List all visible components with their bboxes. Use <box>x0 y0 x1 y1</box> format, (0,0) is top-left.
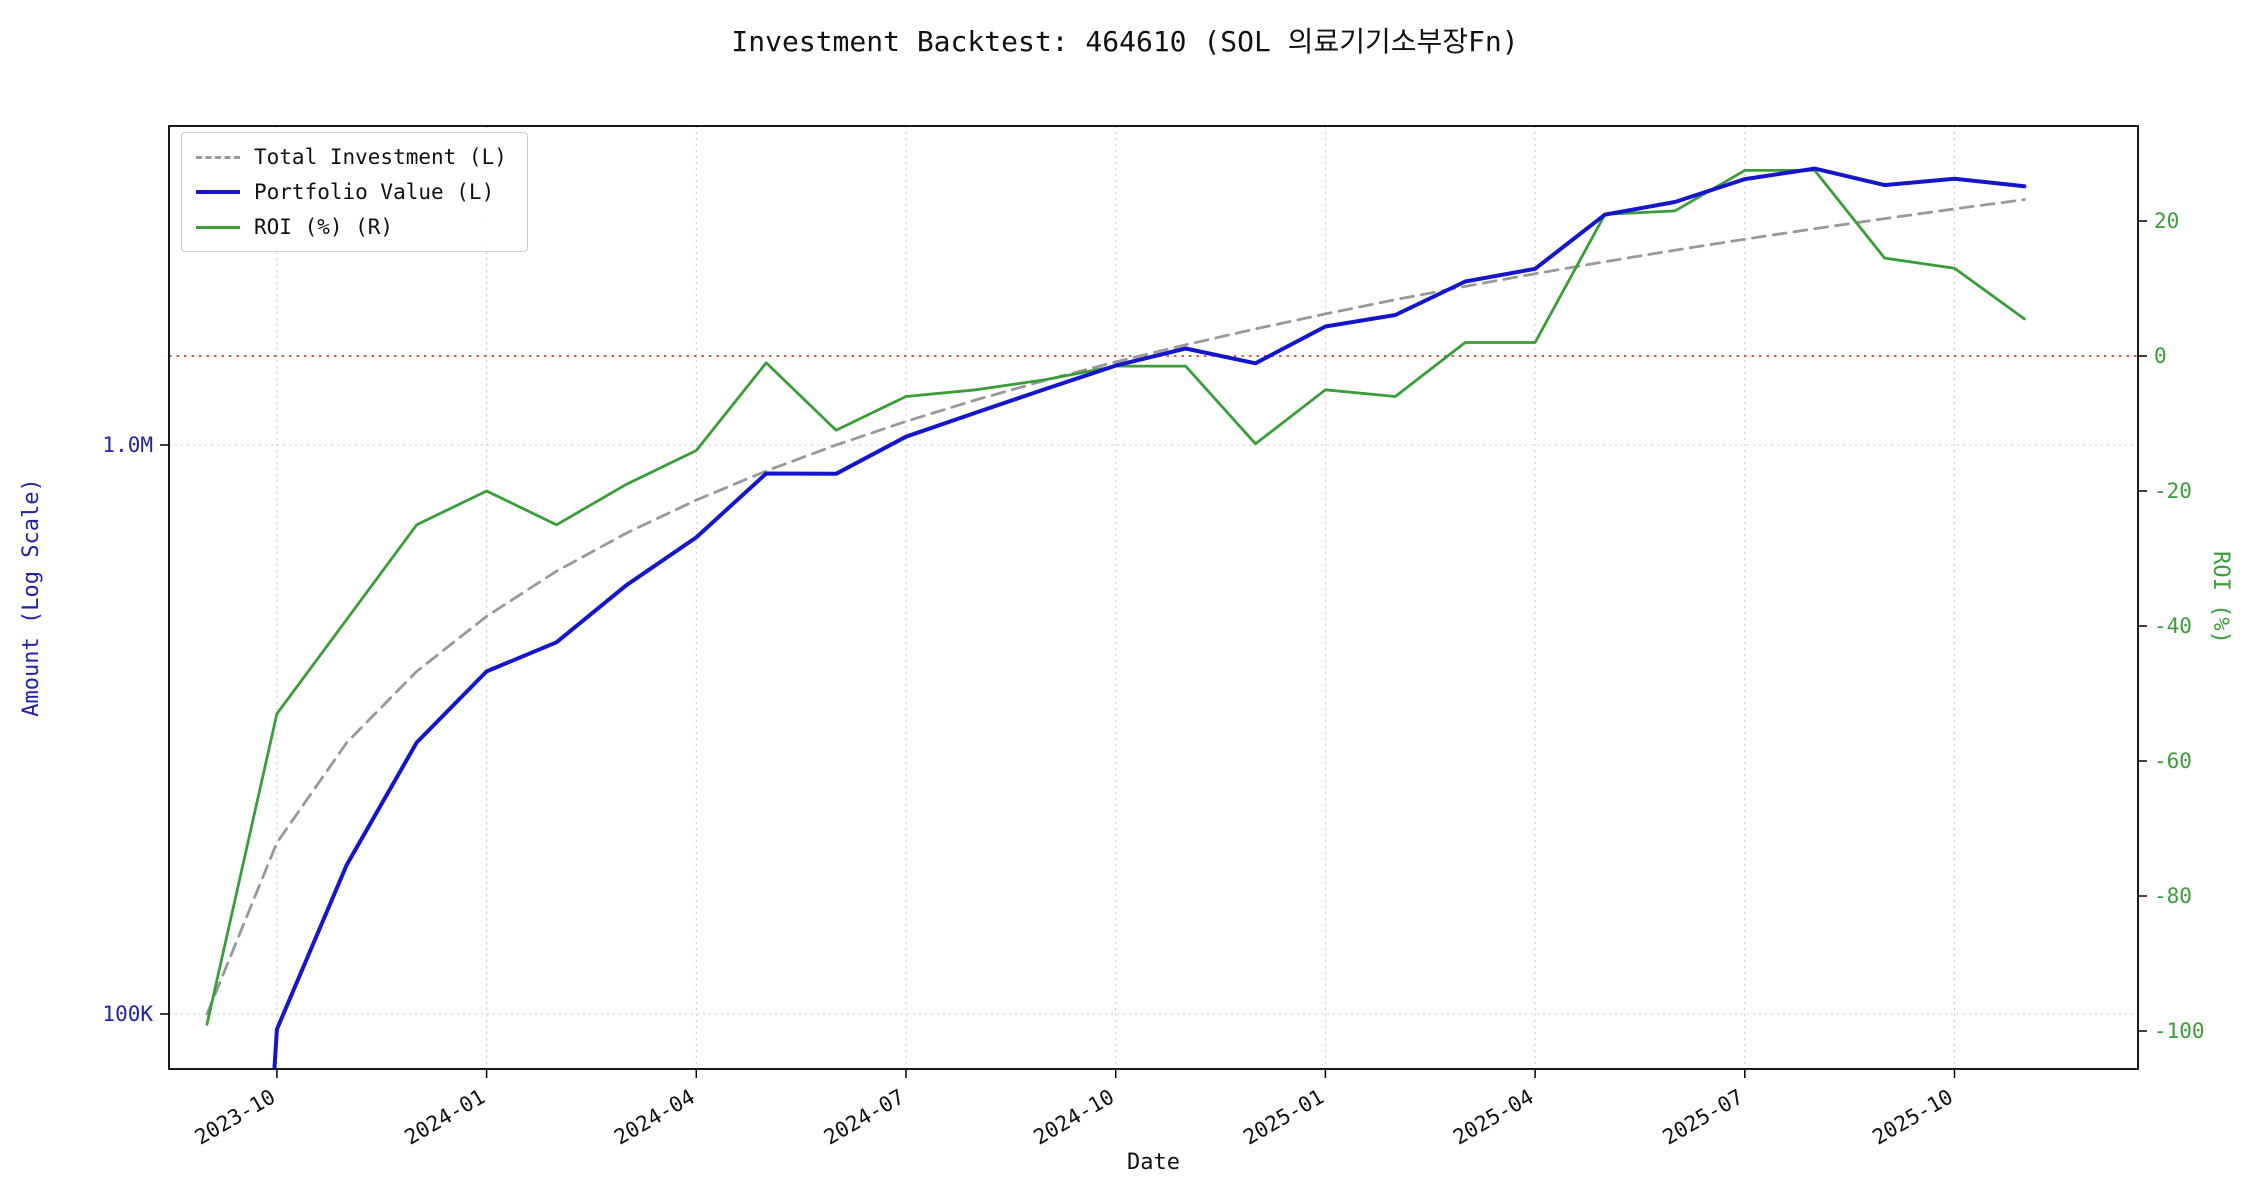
y-left-axis-label: Amount (Log Scale) <box>19 478 44 716</box>
series-group <box>205 166 2027 1069</box>
x-tick-label-2025-10: 2025-10 <box>1868 1085 1957 1150</box>
legend-swatch-green-line <box>196 225 240 229</box>
legend: Total Investment (L) Portfolio Value (L)… <box>181 132 528 252</box>
y-left-tick-label-1.0M: 1.0M <box>102 433 153 457</box>
chart-title: Investment Backtest: 464610 (SOL 의료기기소부장… <box>731 25 1519 58</box>
series-line-roi <box>205 168 2026 1026</box>
x-tick-label-2025-07: 2025-07 <box>1659 1085 1748 1150</box>
y-right-tick-label--80: -80 <box>2154 884 2192 908</box>
axes-frame <box>168 125 2139 1070</box>
x-tick-label-2024-07: 2024-07 <box>820 1085 909 1150</box>
legend-item-portfolio-value: Portfolio Value (L) <box>196 180 507 204</box>
x-tick-label-2024-04: 2024-04 <box>610 1085 699 1150</box>
y-right-tick-label--20: -20 <box>2154 479 2192 503</box>
legend-label-portfolio-value: Portfolio Value (L) <box>254 180 495 204</box>
series-line-total-investment <box>205 198 2026 1016</box>
x-tick-label-2024-10: 2024-10 <box>1030 1085 1119 1150</box>
x-tick-label-2025-01: 2025-01 <box>1239 1085 1328 1150</box>
legend-swatch-blue-line <box>196 190 240 194</box>
series-line-portfolio-value <box>272 166 2027 1069</box>
x-tick-label-2025-04: 2025-04 <box>1449 1085 1538 1150</box>
y-right-tick-label-0: 0 <box>2154 344 2167 368</box>
legend-item-total-investment: Total Investment (L) <box>196 145 507 169</box>
legend-label-roi: ROI (%) (R) <box>254 215 394 239</box>
y-right-tick-label--100: -100 <box>2154 1019 2205 1043</box>
x-tick-label-2024-01: 2024-01 <box>400 1085 489 1150</box>
legend-label-total-investment: Total Investment (L) <box>254 145 507 169</box>
x-axis-label: Date <box>1127 1150 1180 1175</box>
y-right-tick-label-20: 20 <box>2154 209 2179 233</box>
y-right-axis-label: ROI (%) <box>2208 551 2233 644</box>
y-right-tick-label--60: -60 <box>2154 749 2192 773</box>
y-left-tick-label-100K: 100K <box>102 1002 153 1026</box>
y-right-tick-label--40: -40 <box>2154 614 2192 638</box>
legend-item-roi: ROI (%) (R) <box>196 215 507 239</box>
x-tick-label-2023-10: 2023-10 <box>191 1085 280 1150</box>
legend-swatch-dashed-line <box>196 155 240 159</box>
